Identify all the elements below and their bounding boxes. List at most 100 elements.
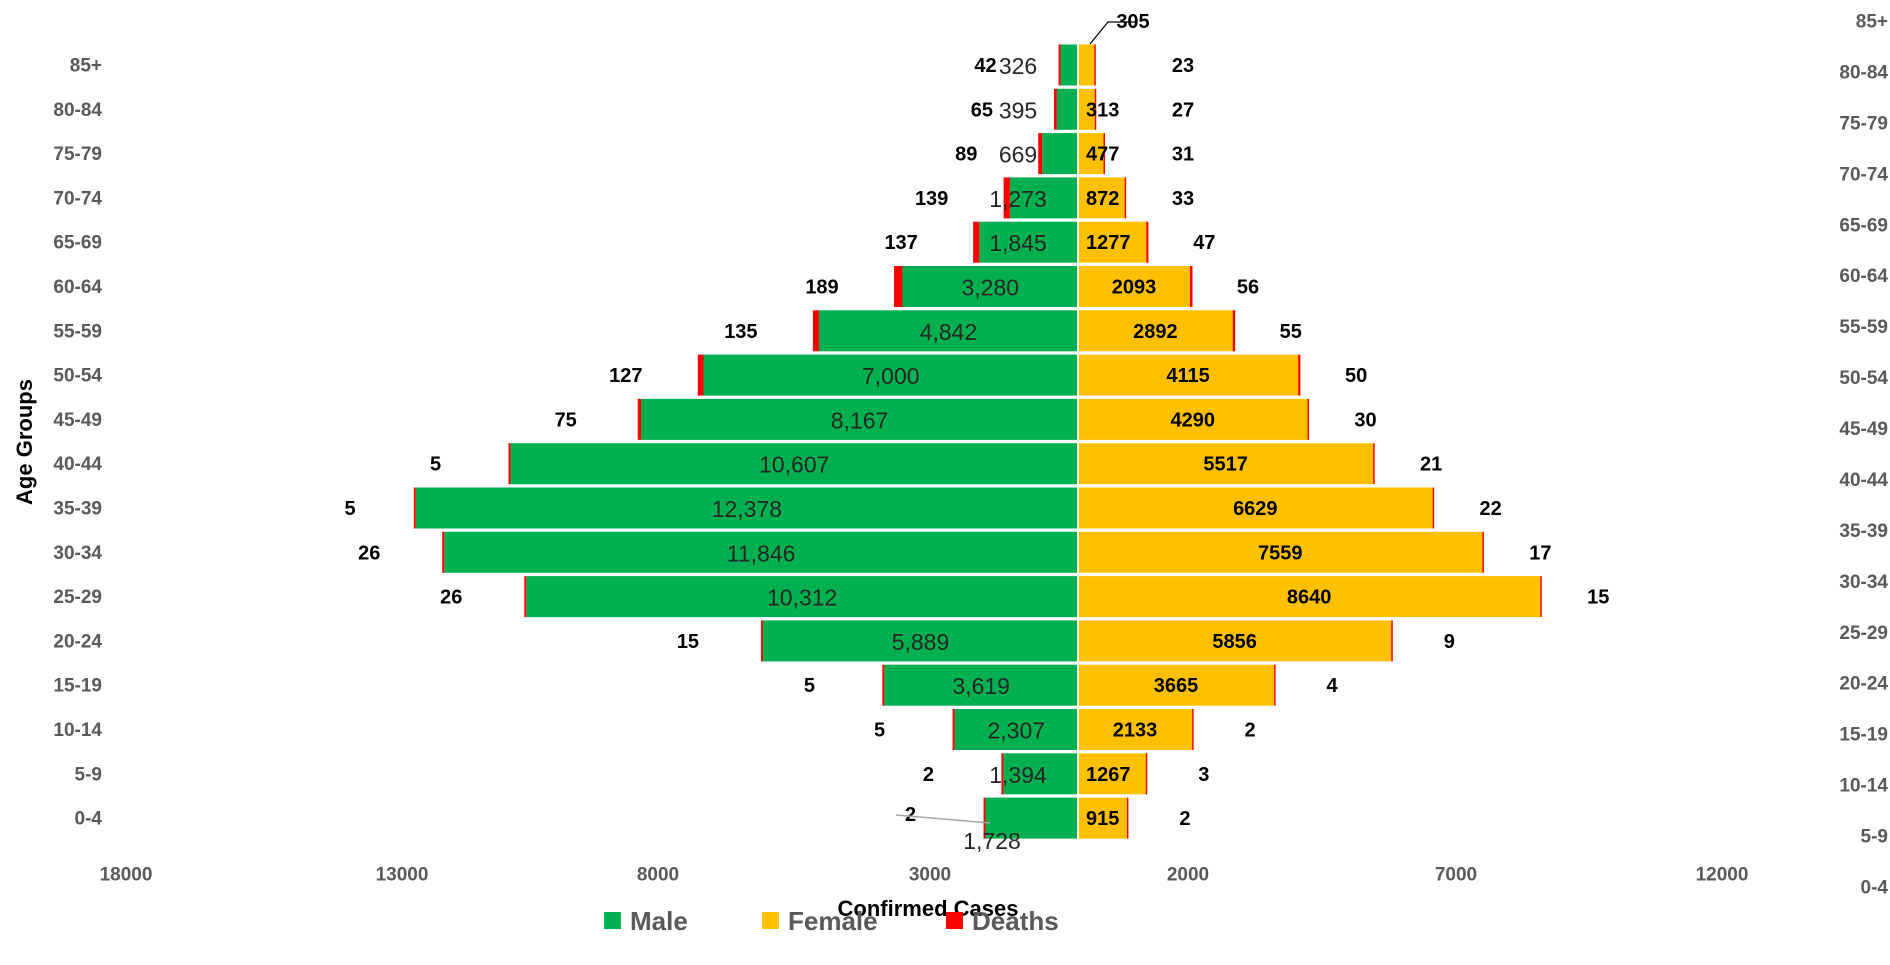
female-bar-20-24 [1078, 620, 1392, 662]
male-bar-5-9 [1003, 753, 1078, 795]
y-tick-right-25-29: 25-29 [1839, 623, 1888, 644]
female-death-label-55-59: 55 [1280, 321, 1302, 343]
female-bar-60-64 [1078, 266, 1190, 307]
legend-swatch-male [604, 912, 621, 929]
y-tick-left-0-4: 0-4 [75, 809, 103, 830]
female-value-label-20-24: 5856 [1212, 631, 1257, 653]
y-tick-left-60-64: 60-64 [53, 277, 102, 298]
male-bar-45-49 [641, 398, 1078, 440]
male-death-bar-25-29 [524, 576, 527, 618]
female-death-label-5-9: 3 [1198, 764, 1209, 786]
x-tick-13000: 13000 [376, 865, 429, 886]
male-death-label-10-14: 5 [874, 720, 885, 742]
male-value-label-40-44: 10,607 [759, 452, 829, 478]
male-death-bar-55-59 [812, 310, 819, 352]
y-tick-left-20-24: 20-24 [53, 631, 102, 652]
x-tick-12000: 12000 [1696, 865, 1749, 886]
female-death-label-45-49: 30 [1354, 409, 1376, 431]
male-death-bar-80-84 [1053, 88, 1057, 130]
y-tick-left-40-44: 40-44 [53, 454, 102, 475]
male-value-label-20-24: 5,889 [892, 629, 950, 655]
female-bar-70-74 [1078, 177, 1125, 219]
female-death-bar-75-79 [1103, 133, 1106, 175]
male-value-label-80-84: 395 [999, 97, 1037, 123]
male-death-bar-60-64 [894, 266, 903, 307]
female-bar-0-4 [1078, 797, 1127, 839]
y-tick-right-35-39: 35-39 [1839, 521, 1888, 542]
female-value-label-65-69: 1277 [1086, 232, 1131, 254]
female-bar-45-49 [1078, 398, 1308, 440]
female-bar-10-14 [1078, 709, 1193, 750]
female-death-label-60-64: 56 [1237, 277, 1259, 299]
female-death-bar-0-4 [1126, 797, 1129, 839]
female-death-bar-10-14 [1192, 709, 1194, 750]
male-death-bar-10-14 [952, 709, 955, 750]
y-tick-right-70-74: 70-74 [1839, 164, 1888, 185]
male-death-bar-75-79 [1038, 133, 1043, 175]
male-value-label-55-59: 4,842 [920, 319, 978, 345]
y-tick-left-25-29: 25-29 [53, 587, 102, 608]
legend-swatch-female [762, 912, 779, 929]
female-value-label-5-9: 1267 [1086, 764, 1131, 786]
female-bar-50-54 [1078, 354, 1299, 396]
y-tick-left-65-69: 65-69 [53, 233, 102, 254]
y-tick-right-5-9: 5-9 [1861, 827, 1888, 848]
female-bar-5-9 [1078, 753, 1146, 795]
female-death-label-15-19: 4 [1327, 675, 1339, 697]
y-tick-left-70-74: 70-74 [53, 188, 102, 209]
female-value-label-50-54: 4115 [1166, 365, 1209, 387]
male-bar-50-54 [703, 354, 1078, 396]
female-value-label-70-74: 872 [1086, 188, 1119, 210]
y-tick-left-75-79: 75-79 [53, 144, 102, 165]
legend-label-deaths: Deaths [972, 906, 1059, 936]
y-tick-right-15-19: 15-19 [1839, 725, 1888, 746]
female-bar-15-19 [1078, 664, 1275, 706]
male-bar-80-84 [1056, 88, 1078, 130]
male-death-bar-15-19 [882, 664, 885, 706]
male-death-label-35-39: 5 [344, 498, 355, 520]
y-axis-title: Age Groups [12, 379, 37, 505]
male-bar-10-14 [954, 709, 1078, 750]
male-value-label-75-79: 669 [999, 142, 1037, 168]
male-value-label-65-69: 1,845 [989, 230, 1047, 256]
female-death-bar-20-24 [1391, 620, 1393, 662]
female-death-label-10-14: 2 [1245, 720, 1256, 742]
x-axis-title: Confirmed Cases [838, 896, 1019, 921]
y-tick-right-45-49: 45-49 [1839, 419, 1888, 440]
male-value-label-25-29: 10,312 [767, 585, 837, 611]
female-bar-35-39 [1078, 487, 1433, 529]
male-death-label-80-84: 65 [971, 99, 993, 121]
female-value-label-40-44: 5517 [1203, 454, 1248, 476]
male-value-label-60-64: 3,280 [961, 275, 1019, 301]
female-bar-40-44 [1078, 443, 1374, 485]
male-bar-20-24 [762, 620, 1078, 662]
male-death-label-5-9: 2 [923, 764, 934, 786]
male-death-label-25-29: 26 [440, 587, 462, 609]
y-tick-right-60-64: 60-64 [1839, 266, 1888, 287]
male-death-label-50-54: 127 [609, 365, 642, 387]
y-tick-left-15-19: 15-19 [53, 676, 102, 697]
leader-line-male-0-4 [895, 814, 991, 824]
female-bar-30-34 [1078, 531, 1483, 573]
male-death-label-75-79: 89 [955, 144, 977, 166]
female-death-bar-15-19 [1274, 664, 1276, 706]
female-death-label-20-24: 9 [1444, 631, 1455, 653]
female-death-bar-25-29 [1540, 576, 1542, 618]
male-bar-75-79 [1042, 133, 1078, 175]
female-death-bar-35-39 [1432, 487, 1435, 529]
male-value-label-15-19: 3,619 [952, 673, 1010, 699]
male-death-label-20-24: 15 [677, 631, 699, 653]
male-death-bar-85+ [1058, 44, 1061, 86]
male-death-bar-65-69 [973, 221, 980, 263]
female-death-label-40-44: 21 [1420, 454, 1442, 476]
male-value-label-70-74: 1,273 [989, 186, 1047, 212]
y-tick-right-50-54: 50-54 [1839, 368, 1888, 389]
male-death-label-30-34: 26 [358, 542, 380, 564]
x-tick-7000: 7000 [1435, 865, 1477, 886]
male-bar-65-69 [979, 221, 1078, 263]
male-death-label-15-19: 5 [804, 675, 815, 697]
male-death-label-45-49: 75 [555, 409, 577, 431]
male-bar-70-74 [1009, 177, 1078, 219]
female-bar-75-79 [1078, 133, 1104, 175]
male-death-bar-40-44 [508, 443, 511, 485]
